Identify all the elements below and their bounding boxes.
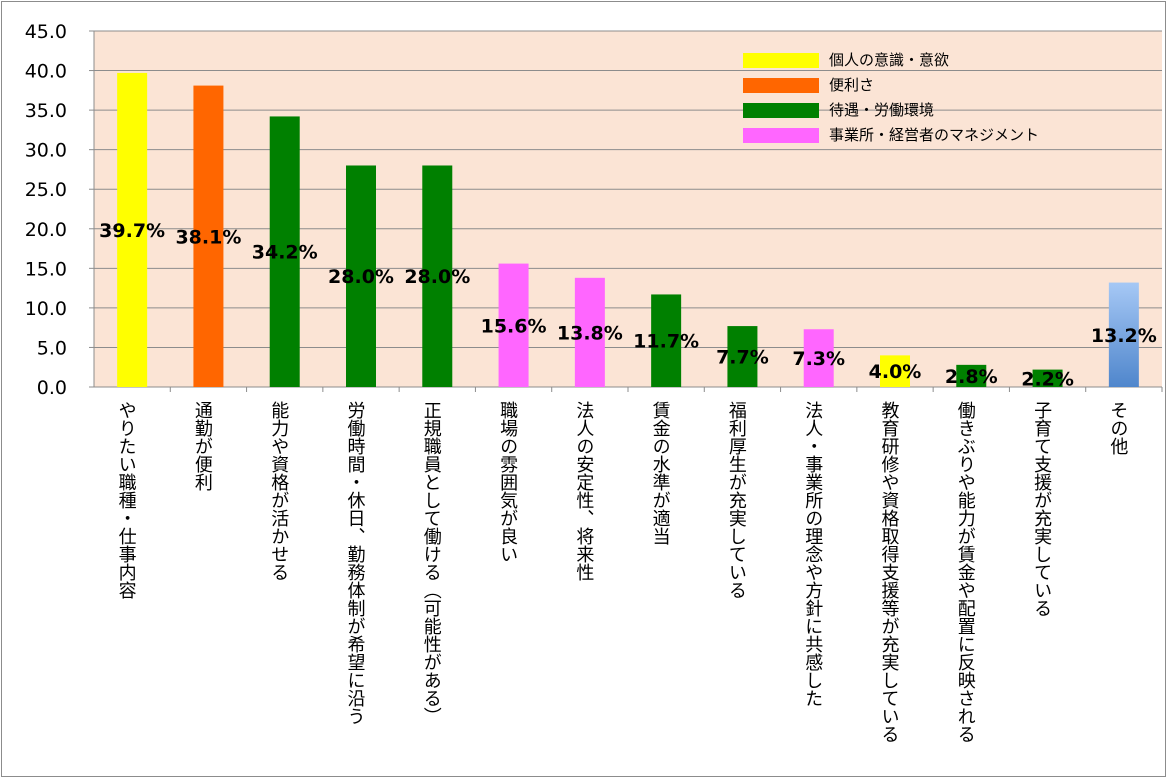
data-label: 7.3% <box>792 348 845 370</box>
data-label: 2.8% <box>945 366 998 388</box>
bar <box>1108 282 1139 387</box>
legend-swatch <box>743 78 819 93</box>
data-label: 15.6% <box>481 315 547 337</box>
y-tick-label: 5.0 <box>37 337 67 359</box>
category-label: 福利厚生が充実している <box>726 401 747 599</box>
category-label: 教育研修や資格取得支援等が充実している <box>879 401 900 743</box>
y-tick-label: 20.0 <box>25 219 67 241</box>
bar <box>193 85 224 387</box>
y-tick-label: 10.0 <box>25 298 67 320</box>
data-label: 28.0% <box>404 266 470 288</box>
bars <box>117 72 1139 387</box>
legend-swatch <box>743 103 819 118</box>
bar <box>346 165 376 387</box>
category-label: 法人の安定性、将来性 <box>573 401 594 581</box>
category-label: 働きぶりや能力が賃金や配置に反映される <box>955 401 976 743</box>
bar <box>574 277 605 387</box>
bar <box>880 355 910 387</box>
bar <box>727 326 758 387</box>
data-label: 4.0% <box>869 361 922 383</box>
bar <box>1032 369 1063 387</box>
category-label: 職場の雰囲気が良い <box>497 401 518 563</box>
y-tick-label: 15.0 <box>25 258 67 280</box>
legend-label: 便利さ <box>829 76 874 94</box>
legend-label: 個人の意識・意欲 <box>829 51 949 69</box>
data-label: 38.1% <box>175 226 241 248</box>
y-tick-label: 25.0 <box>25 179 67 201</box>
category-label: やりたい職種・仕事内容 <box>116 401 137 599</box>
data-label: 7.7% <box>716 347 769 369</box>
data-label: 28.0% <box>328 266 394 288</box>
data-label: 13.2% <box>1091 325 1157 347</box>
y-tick-label: 0.0 <box>37 377 67 399</box>
data-label: 2.2% <box>1021 368 1074 390</box>
y-tick-label: 45.0 <box>25 21 67 43</box>
bar <box>117 72 148 387</box>
data-label: 34.2% <box>252 242 318 264</box>
category-label: 法人・事業所の理念や方針に共感した <box>802 401 823 707</box>
bar <box>422 165 453 387</box>
category-label: 通勤が便利 <box>192 401 213 491</box>
y-tick-label: 35.0 <box>25 100 67 122</box>
y-axis: 0.0 5.0 10.0 15.0 20.0 25.0 30.0 35.0 40.0 45.0 <box>25 21 1163 399</box>
bar <box>956 364 987 387</box>
data-label: 39.7% <box>99 220 165 242</box>
legend-label: 事業所・経営者のマネジメント <box>829 126 1039 144</box>
y-tick-label: 40.0 <box>25 61 67 83</box>
bar <box>269 116 300 387</box>
legend-swatch <box>743 53 819 68</box>
category-label: その他 <box>1107 401 1128 455</box>
legend-swatch <box>743 128 819 143</box>
category-label: 子育て支援が充実している <box>1031 401 1052 617</box>
bar <box>803 329 834 387</box>
category-labels: やりたい職種・仕事内容 通勤が便利 能力や資格が活かせる 労働時間・休日、勤務体制が希… <box>116 401 1129 743</box>
category-label: 労働時間・休日、勤務体制が希望に沿う <box>345 401 366 725</box>
bar <box>498 263 529 387</box>
bar <box>651 294 682 387</box>
legend-label: 待遇・労働環境 <box>829 101 934 119</box>
y-tick-label: 30.0 <box>25 140 67 162</box>
category-label: 正規職員として働ける（可能性がある） <box>421 401 442 725</box>
data-label: 13.8% <box>557 322 623 344</box>
category-label: 能力や資格が活かせる <box>268 401 289 581</box>
data-label: 11.7% <box>633 331 699 353</box>
category-label: 賃金の水準が適当 <box>650 401 671 545</box>
plot-area <box>94 31 1162 387</box>
data-labels: 39.7% 38.1% 34.2% 28.0% 28.0% 15.6% 13.8% 11.7%… <box>99 220 1157 390</box>
